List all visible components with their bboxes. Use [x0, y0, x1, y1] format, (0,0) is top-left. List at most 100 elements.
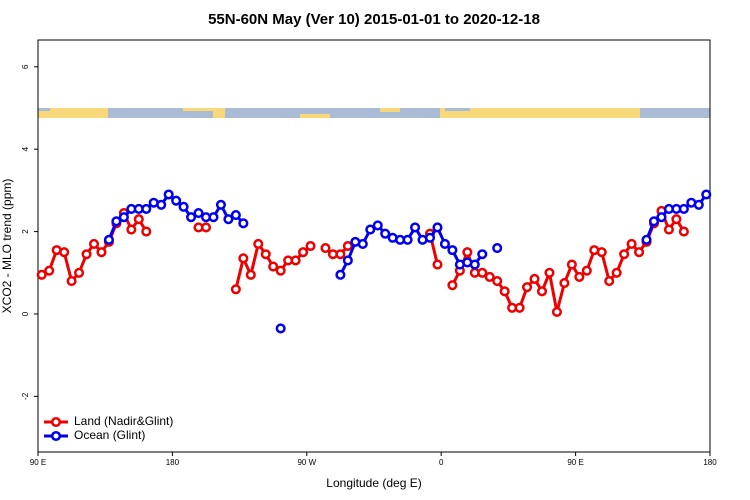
data-point — [701, 189, 712, 200]
legend-label: Ocean (Glint) — [74, 428, 145, 442]
data-point — [499, 286, 510, 297]
data-point — [596, 247, 607, 258]
data-point — [81, 249, 92, 260]
data-point — [335, 249, 346, 260]
data-point — [230, 284, 241, 295]
data-point — [365, 224, 376, 235]
data-point — [111, 216, 122, 227]
data-point — [275, 323, 286, 334]
data-point — [141, 203, 152, 214]
data-point — [574, 271, 585, 282]
data-point — [305, 240, 316, 252]
data-point — [133, 214, 144, 225]
data-point — [74, 267, 85, 278]
data-point — [342, 240, 353, 252]
data-point — [522, 282, 533, 293]
plot-frame — [37, 39, 711, 453]
data-point — [238, 218, 249, 229]
data-point — [88, 238, 100, 249]
data-point — [663, 224, 674, 235]
data-point — [59, 247, 70, 258]
data-point — [223, 214, 234, 225]
data-point — [103, 234, 114, 245]
legend-label: Land (Nadir&Glint) — [74, 414, 173, 428]
data-point — [141, 226, 152, 237]
data-point — [671, 214, 682, 225]
data-point — [611, 267, 622, 278]
chart-title: 55N-60N May (Ver 10) 2015-01-01 to 2020-… — [208, 11, 540, 28]
y-tick-label: 4 — [21, 146, 30, 151]
data-point — [462, 247, 473, 258]
data-point — [253, 238, 264, 249]
data-point — [268, 261, 279, 272]
data-point — [559, 278, 570, 289]
y-tick-label: -2 — [21, 392, 30, 400]
y-axis-label: XCO2 - MLO trend (ppm) — [0, 179, 14, 314]
data-point — [238, 253, 249, 264]
data-point — [193, 207, 204, 219]
data-point — [44, 265, 55, 276]
data-point — [298, 247, 309, 258]
data-point — [514, 302, 525, 313]
data-point — [186, 212, 197, 223]
y-tick-label: 6 — [21, 64, 30, 69]
data-point — [477, 267, 488, 278]
data-point — [171, 195, 182, 206]
data-point — [656, 212, 667, 223]
data-point — [208, 212, 219, 223]
data-point — [432, 222, 443, 233]
x-axis-label: Longitude (deg E) — [326, 476, 421, 490]
data-point — [634, 247, 645, 258]
x-tick-label: 90 E — [567, 458, 583, 467]
data-point — [447, 280, 458, 291]
data-point — [260, 249, 271, 260]
data-point — [320, 243, 331, 254]
data-point — [290, 255, 301, 266]
x-tick-label: 90 E — [30, 458, 46, 467]
data-point — [469, 259, 480, 270]
data-point — [380, 228, 391, 239]
data-point — [678, 203, 689, 214]
data-point — [410, 222, 421, 233]
data-point — [678, 226, 689, 237]
data-point — [492, 243, 503, 254]
y-tick-label: 0 — [21, 311, 30, 316]
data-point — [215, 199, 226, 210]
data-point — [619, 249, 630, 260]
series-line — [41, 209, 686, 314]
data-point — [372, 220, 383, 231]
x-tick-label: 180 — [703, 458, 717, 467]
data-point — [118, 212, 129, 223]
data-point — [492, 275, 503, 287]
data-point — [648, 216, 660, 227]
legend-marker — [50, 430, 62, 442]
data-point — [156, 199, 167, 210]
data-point — [36, 269, 47, 280]
data-point — [432, 259, 443, 270]
data-point — [96, 247, 107, 258]
data-point — [66, 275, 77, 287]
y-tick-label: 2 — [21, 229, 30, 234]
data-point — [544, 267, 555, 278]
data-point — [581, 265, 592, 276]
data-point — [566, 259, 577, 270]
series-line — [107, 193, 708, 276]
data-point — [342, 255, 353, 266]
data-point — [402, 234, 413, 245]
land-ocean-strip — [38, 108, 710, 118]
data-point — [693, 199, 704, 210]
data-point — [641, 234, 652, 245]
data-point — [357, 238, 368, 249]
data-point — [230, 210, 241, 221]
data-point — [335, 269, 346, 280]
x-tick-label: 180 — [166, 458, 180, 467]
data-point — [439, 238, 450, 249]
data-point — [551, 306, 562, 317]
x-tick-label: 0 — [439, 458, 444, 467]
data-point — [178, 201, 189, 212]
x-tick-label: 90 W — [297, 458, 316, 467]
data-point — [477, 249, 488, 260]
data-point — [626, 238, 637, 249]
data-point — [163, 189, 174, 200]
